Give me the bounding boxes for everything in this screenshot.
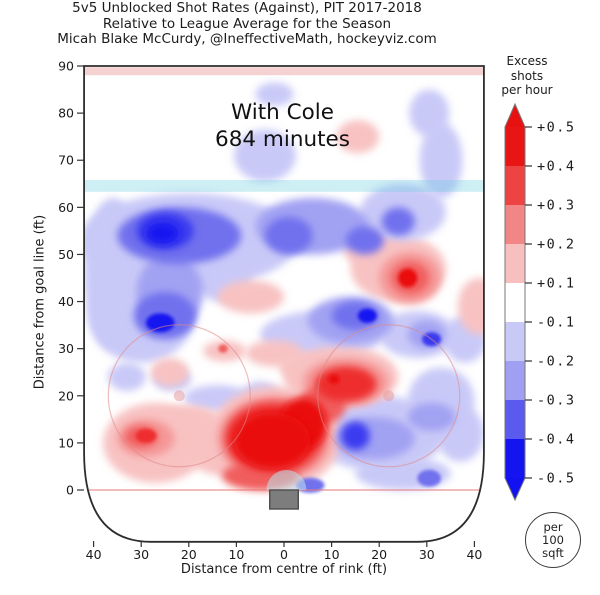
heat-blob [150,358,189,387]
faceoff-dot [173,390,185,402]
colorbar-band [505,439,525,478]
heat-blob [357,308,377,323]
colorbar-band [505,322,525,361]
heat-blob [107,362,146,392]
faceoff-circle [317,324,461,468]
chart-header: 5v5 Unblocked Shot Rates (Against), PIT … [6,0,488,48]
colorbar: +0.5 +0.4 +0.3 +0.2 +0.1 -0.1 -0.2 -0.3 -0.4 -0.5 [504,102,576,502]
badge-line: per [543,519,563,534]
colorbar-title-line: shots [510,68,544,83]
heat-blob [145,313,175,333]
heat-blob [336,120,380,154]
y-tick-label: 70 [58,153,74,168]
axes-ticks: 0 10 20 30 40 50 60 70 80 90 40 30 20 10 0 10 20 30 40 [58,59,482,562]
colorbar-title-line: per hour [501,83,553,97]
x-tick-label: 30 [133,547,149,562]
heat-blob [234,129,296,182]
heat-blob [145,222,180,245]
center-red-line-band [84,67,484,76]
colorbar-title-line: Excess [506,54,548,68]
heat-blob [234,412,311,469]
heat-blob [328,374,340,385]
rink-boards-outline [83,65,485,543]
per-100-sqft-badge: per 100 sqft [525,512,581,568]
colorbar-band [505,205,525,244]
y-tick-label: 20 [58,388,74,403]
heat-blob [417,469,442,487]
y-tick-label: 0 [66,483,74,498]
colorbar-tick-label: -0.5 [537,471,576,487]
goal-net [269,489,299,510]
y-tick-label: 30 [58,341,74,356]
heat-blob [419,122,463,198]
colorbar-tick-label: +0.3 [537,198,576,214]
heat-blob [345,226,384,255]
heat-blob [457,278,484,335]
y-tick-label: 40 [58,294,74,309]
x-tick-label: 40 [86,547,102,562]
colorbar-tick-label: +0.4 [537,159,576,175]
y-tick-label: 10 [58,435,74,450]
heat-blob [157,405,220,439]
heat-blob [341,421,370,450]
heat-blob [255,82,294,107]
colorbar-band [505,283,525,322]
x-tick-label: 10 [324,547,340,562]
colorbar-band [505,400,525,439]
heat-blob [314,366,377,402]
colorbar-tick-label: -0.4 [537,432,576,448]
x-axis-label: Distance from centre of rink (ft) [180,562,388,577]
colorbar-band [505,244,525,283]
heat-blob [218,344,228,353]
rink-markings [84,67,484,510]
y-tick-label: 50 [58,247,74,262]
colorbar-arrow-up [505,104,525,127]
colorbar-tick-label: +0.1 [537,276,576,292]
x-tick-label: 20 [371,547,387,562]
heat-blob [407,402,456,432]
x-tick-label: 20 [181,547,197,562]
heat-blob [264,216,313,255]
heat-blob [409,89,450,137]
blue-line-band [84,180,484,192]
y-tick-label: 90 [58,59,74,74]
chart-attribution: Micah Blake McCurdy, @IneffectiveMath, h… [57,31,437,47]
colorbar-tick-label: -0.1 [537,315,576,331]
heat-blob [398,268,418,288]
colorbar-tick-label: -0.2 [537,354,576,370]
x-tick-label: 0 [280,547,288,562]
chart-subtitle: Relative to League Average for the Seaso… [102,15,392,32]
colorbar-tick-label: -0.3 [537,393,576,409]
situation-annotation: With Cole 684 minutes [132,99,433,153]
badge-line: 100 [542,532,564,547]
minutes-label: 684 minutes [215,127,350,152]
heat-blob [135,428,157,443]
colorbar-arrow-down [505,478,525,500]
situation-label: With Cole [230,100,335,125]
x-tick-label: 10 [228,547,244,562]
y-axis-label: Distance from goal line (ft) [32,214,48,390]
colorbar-title: Excess shots per hour [493,54,561,98]
x-tick-label: 40 [466,547,482,562]
y-tick-label: 60 [58,200,74,215]
colorbar-band [505,361,525,400]
colorbar-band [505,127,525,166]
y-tick-label: 80 [58,106,74,121]
colorbar-tick-label: +0.5 [537,120,576,136]
badge-line: sqft [542,545,564,560]
faceoff-dot [383,390,395,402]
colorbar-tick-label: +0.2 [537,237,576,253]
heat-blob [331,301,380,330]
goal-crease [266,470,307,490]
heat-blob [381,207,415,236]
chart-title: 5v5 Unblocked Shot Rates (Against), PIT … [72,0,422,16]
colorbar-band [505,166,525,205]
x-tick-label: 30 [419,547,435,562]
faceoff-circle [107,324,251,468]
heat-blob [217,280,284,314]
